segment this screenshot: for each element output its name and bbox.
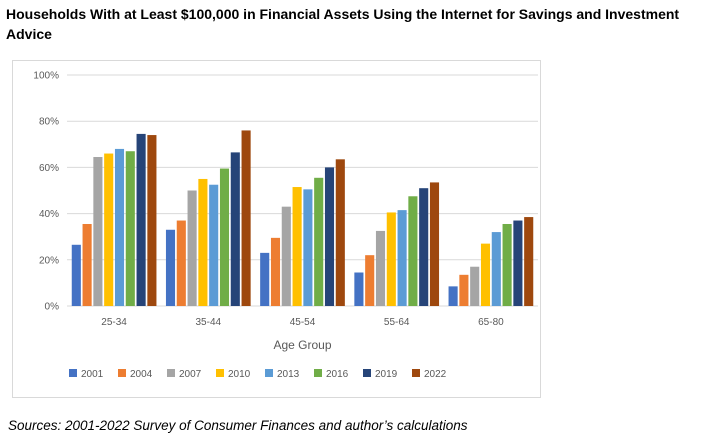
legend-label: 2007 <box>179 369 202 380</box>
x-tick-label: 35-44 <box>196 317 222 328</box>
bar-2022-55-64 <box>429 182 440 306</box>
legend-swatch-2016 <box>314 369 322 377</box>
bar-2013-45-54 <box>303 189 313 306</box>
bar-2010-55-64 <box>386 212 396 306</box>
bar-2010-25-34 <box>104 153 114 306</box>
legend-swatch-2022 <box>412 369 420 377</box>
bar-2004-55-64 <box>365 255 375 306</box>
legend-label: 2001 <box>81 369 104 380</box>
bar-2016-35-44 <box>219 168 230 306</box>
bar-2016-45-54 <box>314 177 324 306</box>
bar-2001-25-34 <box>71 244 81 306</box>
bar-2004-25-34 <box>82 223 92 306</box>
bar-2013-55-64 <box>397 210 407 306</box>
bar-2022-25-34 <box>147 135 157 306</box>
legend-label: 2013 <box>277 369 300 380</box>
y-tick-label: 80% <box>39 117 59 128</box>
y-tick-label: 60% <box>39 163 59 174</box>
x-axis-title: Age Group <box>273 338 331 352</box>
bar-chart: 0% 20% 40% 60% 80% 100% 25-34 35-44 45-54 55-64 6… <box>33 71 538 380</box>
chart-title: Households With at Least $100,000 in Fin… <box>6 6 680 42</box>
x-tick-label: 45-54 <box>290 317 316 328</box>
bar-2022-35-44 <box>241 130 251 306</box>
legend-swatch-2001 <box>69 369 77 377</box>
bar-2010-35-44 <box>198 178 208 306</box>
bar-2022-45-54 <box>335 159 345 306</box>
x-tick-label: 65-80 <box>478 317 504 328</box>
legend-swatch-2013 <box>265 369 273 377</box>
bar-2022-65-80 <box>524 217 534 306</box>
legend-label: 2010 <box>228 369 251 380</box>
bar-2019-55-64 <box>419 188 429 306</box>
x-tick-label: 55-64 <box>384 317 410 328</box>
y-tick-label: 20% <box>39 255 59 266</box>
legend-label: 2019 <box>375 369 398 380</box>
y-tick-label: 100% <box>33 71 59 82</box>
bar-2007-35-44 <box>187 190 197 306</box>
bar-2007-65-80 <box>470 266 480 306</box>
bar-2004-35-44 <box>176 220 186 306</box>
x-axis-ticks: 25-34 35-44 45-54 55-64 65-80 <box>101 317 504 328</box>
bar-2001-35-44 <box>165 229 176 306</box>
legend-swatch-2019 <box>363 369 371 377</box>
bar-2016-25-34 <box>125 151 135 306</box>
x-tick-label: 25-34 <box>101 317 127 328</box>
y-tick-label: 0% <box>45 302 60 313</box>
bar-2001-65-80 <box>448 286 458 306</box>
legend: 2001 2004 2007 2010 2013 2016 2019 2022 <box>69 369 447 380</box>
legend-label: 2004 <box>130 369 153 380</box>
legend-swatch-2004 <box>118 369 126 377</box>
bar-2019-65-80 <box>513 220 523 306</box>
bar-2019-35-44 <box>230 152 240 306</box>
bar-2007-55-64 <box>375 230 386 306</box>
bar-2010-45-54 <box>292 187 302 306</box>
legend-label: 2016 <box>326 369 349 380</box>
bar-2016-55-64 <box>408 196 418 306</box>
legend-swatch-2007 <box>167 369 175 377</box>
y-axis-ticks: 0% 20% 40% 60% 80% 100% <box>33 71 59 313</box>
bar-2007-25-34 <box>93 157 103 306</box>
legend-label: 2022 <box>424 369 447 380</box>
bar-2010-65-80 <box>480 243 491 306</box>
y-tick-label: 40% <box>39 209 59 220</box>
bar-2013-25-34 <box>114 148 125 306</box>
bar-2004-45-54 <box>270 237 281 306</box>
bar-2016-65-80 <box>502 223 512 306</box>
source-note: Sources: 2001-2022 Survey of Consumer Fi… <box>8 418 468 433</box>
bar-2013-65-80 <box>491 232 501 306</box>
chart-area: 0% 20% 40% 60% 80% 100% 25-34 35-44 45-54 55-64 6… <box>12 60 541 398</box>
bar-2007-45-54 <box>281 206 291 306</box>
bar-2019-45-54 <box>324 167 335 306</box>
legend-swatch-2010 <box>216 369 224 377</box>
bar-2004-65-80 <box>459 274 469 306</box>
bars <box>71 130 534 306</box>
bar-2001-45-54 <box>260 252 270 306</box>
bar-2019-25-34 <box>136 133 146 306</box>
bar-2013-35-44 <box>209 184 219 306</box>
bar-2001-55-64 <box>354 272 364 306</box>
